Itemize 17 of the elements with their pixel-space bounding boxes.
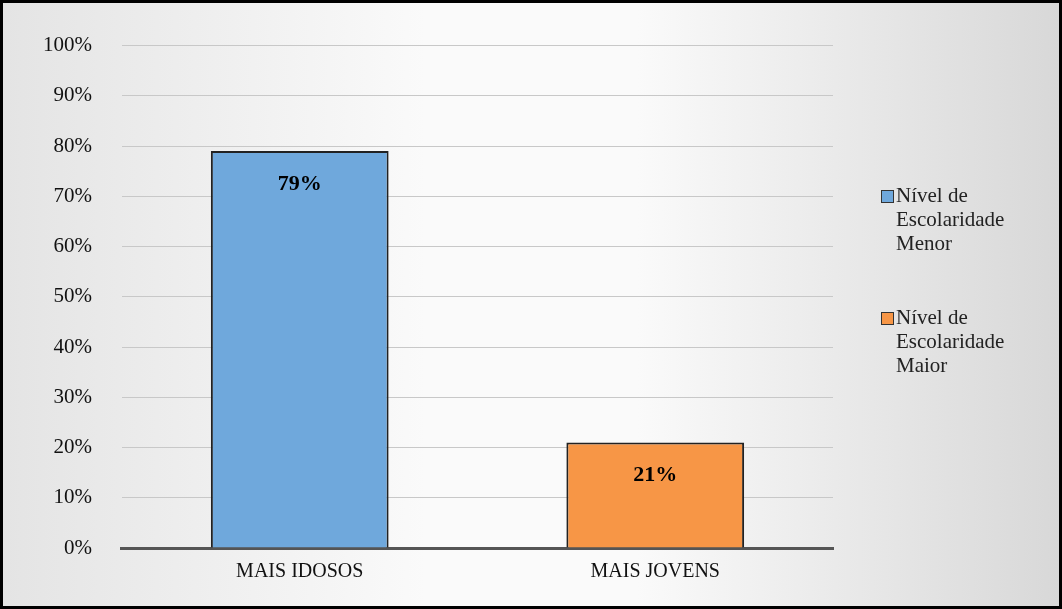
x-tick-label: MAIS IDOSOS bbox=[236, 559, 364, 582]
y-tick-label: 0% bbox=[63, 534, 92, 559]
x-tick-label: MAIS JOVENS bbox=[590, 559, 720, 582]
y-tick-label: 50% bbox=[53, 283, 92, 308]
text: 21% bbox=[633, 461, 678, 487]
y-tick-label: 70% bbox=[53, 182, 92, 207]
y-tick-label: 60% bbox=[53, 233, 92, 258]
y-tick-label: 20% bbox=[53, 434, 92, 459]
y-tick-label: 40% bbox=[53, 333, 92, 358]
y-tick-label: 100% bbox=[42, 32, 92, 57]
y-tick-label: 10% bbox=[53, 484, 92, 509]
y-tick-label: 80% bbox=[53, 132, 92, 157]
legend-label: Nível de Escolaridade Maior bbox=[896, 305, 1006, 377]
y-tick-label: 90% bbox=[53, 82, 92, 107]
y-tick-label: 30% bbox=[53, 383, 92, 408]
legend-label: Nível de Escolaridade Menor bbox=[896, 183, 1006, 255]
text: 79% bbox=[277, 169, 322, 195]
